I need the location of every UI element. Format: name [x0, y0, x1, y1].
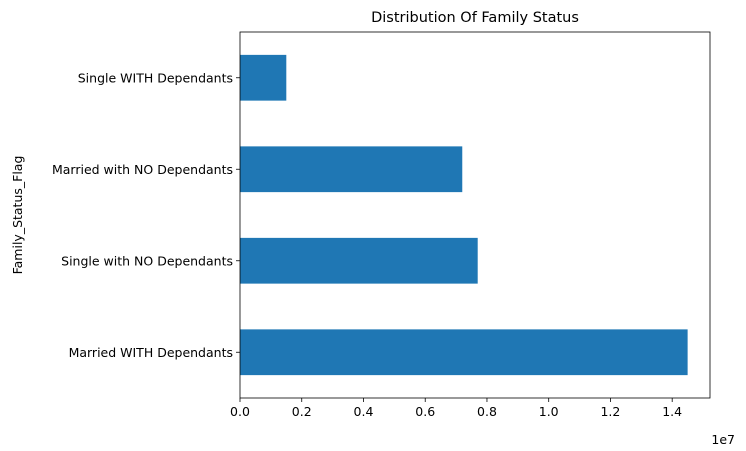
- x-tick-label-2: 0.4: [354, 404, 374, 419]
- x-tick-label-7: 1.4: [662, 404, 682, 419]
- x-tick-label-5: 1.0: [539, 404, 559, 419]
- x-tick-label-1: 0.2: [292, 404, 312, 419]
- bars-group: [240, 54, 688, 376]
- x-axis-offset-text: 1e7: [711, 432, 735, 447]
- y-tick-label-3: Single WITH Dependants: [78, 70, 233, 85]
- x-tick-label-6: 1.2: [600, 404, 620, 419]
- plot-frame: [239, 31, 711, 399]
- bar-0: [240, 329, 688, 376]
- y-tick-label-2: Married with NO Dependants: [52, 162, 233, 177]
- x-ticks-group: 0.0 0.2 0.4 0.6 0.8 1.0 1.2 1.4: [230, 398, 682, 419]
- x-tick-label-3: 0.6: [415, 404, 435, 419]
- bar-3: [240, 54, 287, 101]
- x-tick-label-4: 0.8: [477, 404, 497, 419]
- chart-title: Distribution Of Family Status: [371, 10, 579, 26]
- bar-2: [240, 146, 463, 193]
- y-ticks-group: Married WITH Dependants Single with NO De…: [52, 70, 240, 360]
- y-tick-label-1: Single with NO Dependants: [61, 253, 233, 268]
- y-tick-label-0: Married WITH Dependants: [69, 345, 233, 360]
- x-tick-label-0: 0.0: [230, 404, 250, 419]
- bar-1: [240, 237, 478, 284]
- y-axis-title: Family_Status_Flag: [10, 156, 25, 275]
